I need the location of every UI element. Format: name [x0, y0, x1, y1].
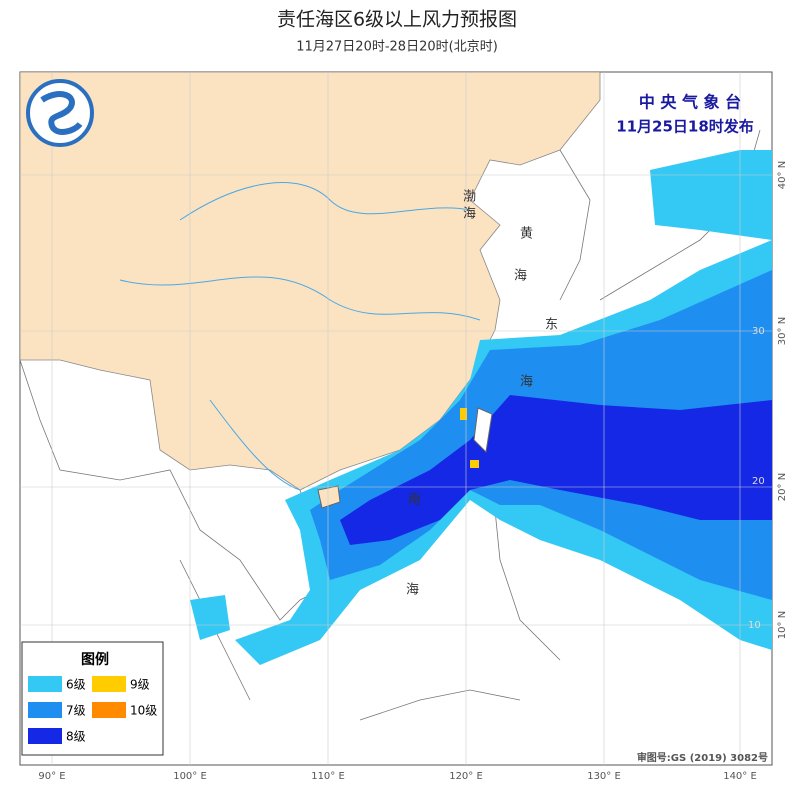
lat-label: 40° N [777, 161, 788, 189]
lat-label: 10° N [777, 611, 788, 639]
wind-zone-6 [190, 595, 230, 640]
lon-label: 130° E [587, 771, 621, 782]
sea-label: 黄 [520, 227, 533, 242]
legend-swatch [92, 702, 126, 718]
hainan [317, 485, 341, 509]
approval: 审图号:GS (2019) 3082号 [637, 751, 768, 764]
legend-swatch [28, 728, 62, 744]
title: 责任海区6级以上风力预报图 [277, 9, 517, 31]
coastline [20, 129, 761, 721]
legend-swatch [28, 676, 62, 692]
inner-lat-label: 10 [748, 620, 761, 631]
wind-zone-6 [650, 150, 772, 240]
agency-name: 中 央 气 象 台 [639, 93, 741, 112]
sea-label: 南 [408, 492, 421, 508]
issue-time: 11月25日18时发布 [616, 118, 754, 136]
sea-label: 海 [463, 207, 476, 222]
inner-lat-label: 20 [752, 476, 765, 487]
lon-label: 100° E [173, 771, 207, 782]
sea-label: 东 [545, 318, 558, 333]
taiwan [473, 407, 493, 454]
sea-label: 海 [406, 583, 419, 598]
inner-lat-label: 30 [752, 326, 765, 337]
lon-label: 110° E [311, 771, 345, 782]
legend-label: 7级 [66, 704, 86, 718]
legend-label: 8级 [66, 730, 86, 744]
logo [26, 79, 94, 147]
legend-swatch [92, 676, 126, 692]
lat-label: 30° N [777, 317, 788, 345]
wind-zone-8 [340, 395, 772, 545]
legend: 图例 6级 9级 7级 10级 8级 [21, 641, 164, 756]
lon-label: 90° E [38, 771, 65, 782]
lon-label: 140° E [723, 771, 757, 782]
legend-label: 6级 [66, 678, 86, 692]
sea-label: 海 [514, 269, 527, 284]
wind-zone-9 [460, 408, 467, 420]
sea-label: 海 [520, 375, 533, 390]
legend-swatch [28, 702, 62, 718]
legend-title: 图例 [81, 651, 109, 668]
lat-label: 20° N [777, 473, 788, 501]
subtitle: 11月27日20时-28日20时(北京时) [296, 40, 498, 55]
lon-label: 120° E [449, 771, 483, 782]
legend-label: 9级 [130, 678, 150, 692]
legend-label: 10级 [130, 704, 157, 718]
rivers [119, 182, 481, 491]
wind-zone-9 [470, 460, 479, 468]
sea-label: 渤 [463, 189, 476, 205]
map-frame [19, 71, 773, 766]
